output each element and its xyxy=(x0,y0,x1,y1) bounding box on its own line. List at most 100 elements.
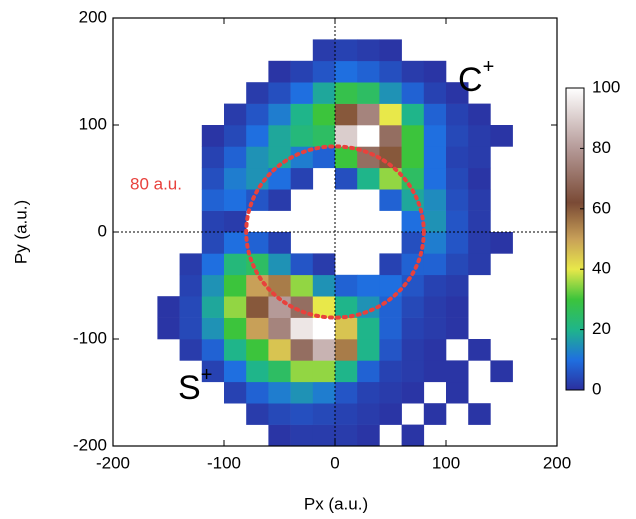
heatmap-cell xyxy=(490,360,513,383)
heatmap-cell xyxy=(335,125,358,147)
heatmap-cell xyxy=(179,339,203,361)
heatmap-cell xyxy=(246,232,269,254)
x-axis-label: Px (a.u.) xyxy=(304,494,368,513)
heatmap-cell xyxy=(446,103,469,126)
heatmap-cell xyxy=(357,403,380,425)
heatmap-cell xyxy=(468,125,491,147)
heatmap-cell xyxy=(224,253,247,276)
heatmap-cell xyxy=(290,403,314,425)
heatmap-cell xyxy=(335,381,358,404)
heatmap-cell xyxy=(335,39,358,62)
heatmap-cell xyxy=(446,381,469,404)
heatmap-cell xyxy=(335,82,358,104)
heatmap-cell xyxy=(201,210,225,233)
heatmap-cell xyxy=(446,232,469,254)
heatmap-cell xyxy=(423,189,447,211)
heatmap-cell xyxy=(335,339,358,361)
heatmap-cell xyxy=(290,60,314,83)
heatmap-cell xyxy=(312,103,336,126)
heatmap-cell xyxy=(468,146,491,169)
heatmap-cell xyxy=(290,317,314,340)
heatmap-cell xyxy=(357,82,380,104)
heatmap-cell xyxy=(335,146,358,169)
heatmap-cell xyxy=(201,232,225,254)
heatmap-cell xyxy=(423,146,447,169)
heatmap-cell xyxy=(268,274,291,297)
heatmap-cell xyxy=(401,210,425,233)
heatmap-cell xyxy=(335,274,358,297)
heatmap-cell xyxy=(335,296,358,318)
heatmap-cell xyxy=(246,167,269,190)
heatmap-cell xyxy=(423,210,447,233)
heatmap-cell xyxy=(201,167,225,190)
heatmap-cell xyxy=(224,189,247,211)
annotation-text: S xyxy=(178,369,201,407)
heatmap-cell xyxy=(357,146,380,169)
heatmap xyxy=(157,39,513,447)
heatmap-cell xyxy=(379,82,402,104)
heatmap-cell xyxy=(201,317,225,340)
heatmap-cell xyxy=(201,296,225,318)
heatmap-cell xyxy=(246,146,269,169)
heatmap-cell xyxy=(423,82,447,104)
heatmap-cell xyxy=(224,274,247,297)
heatmap-cell xyxy=(423,103,447,126)
heatmap-cell xyxy=(401,381,425,404)
heatmap-cell xyxy=(379,125,402,147)
heatmap-cell xyxy=(490,125,513,147)
colorbar-tick-label: 20 xyxy=(592,319,611,338)
heatmap-cell xyxy=(290,296,314,318)
heatmap-cell xyxy=(246,317,269,340)
heatmap-cell xyxy=(468,339,491,361)
heatmap-cell xyxy=(312,253,336,276)
heatmap-cell xyxy=(312,60,336,83)
heatmap-cell xyxy=(224,339,247,361)
heatmap-cell xyxy=(268,232,291,254)
heatmap-cell xyxy=(423,167,447,190)
heatmap-cell xyxy=(401,60,425,83)
heatmap-cell xyxy=(423,253,447,276)
heatmap-cell xyxy=(357,125,380,147)
colorbar-tick-label: 0 xyxy=(592,379,601,398)
heatmap-cell xyxy=(290,381,314,404)
y-tick-label: 200 xyxy=(79,7,107,26)
x-tick-label: 0 xyxy=(330,453,339,472)
heatmap-cell xyxy=(423,60,447,83)
heatmap-cell xyxy=(246,103,269,126)
heatmap-cell xyxy=(201,274,225,297)
heatmap-cell xyxy=(423,360,447,383)
heatmap-cell xyxy=(246,274,269,297)
heatmap-cell xyxy=(335,360,358,383)
heatmap-cell xyxy=(268,189,291,211)
y-tick-label: 100 xyxy=(79,114,107,133)
heatmap-cell xyxy=(423,339,447,361)
heatmap-cell xyxy=(224,317,247,340)
heatmap-cell xyxy=(335,167,358,190)
heatmap-cell xyxy=(201,339,225,361)
x-tick-label: 100 xyxy=(432,453,460,472)
circle-label: 80 a.u. xyxy=(130,174,182,193)
heatmap-cell xyxy=(357,60,380,83)
heatmap-cell xyxy=(224,146,247,169)
heatmap-cell xyxy=(268,339,291,361)
heatmap-cell xyxy=(401,424,425,447)
heatmap-cell xyxy=(379,381,402,404)
annotation-text: C xyxy=(458,61,483,99)
heatmap-cell xyxy=(335,103,358,126)
heatmap-cell xyxy=(290,125,314,147)
heatmap-cell xyxy=(357,381,380,404)
heatmap-cell xyxy=(312,82,336,104)
heatmap-cell xyxy=(423,403,447,425)
heatmap-cell xyxy=(290,424,314,447)
heatmap-cell xyxy=(401,317,425,340)
heatmap-cell xyxy=(290,339,314,361)
heatmap-cell xyxy=(312,360,336,383)
heatmap-cell xyxy=(446,210,469,233)
heatmap-cell xyxy=(379,317,402,340)
heatmap-cell xyxy=(157,296,180,318)
heatmap-cell xyxy=(379,274,402,297)
heatmap-cell xyxy=(335,317,358,340)
heatmap-cell xyxy=(201,125,225,147)
heatmap-cell xyxy=(268,60,291,83)
heatmap-cell xyxy=(224,381,247,404)
